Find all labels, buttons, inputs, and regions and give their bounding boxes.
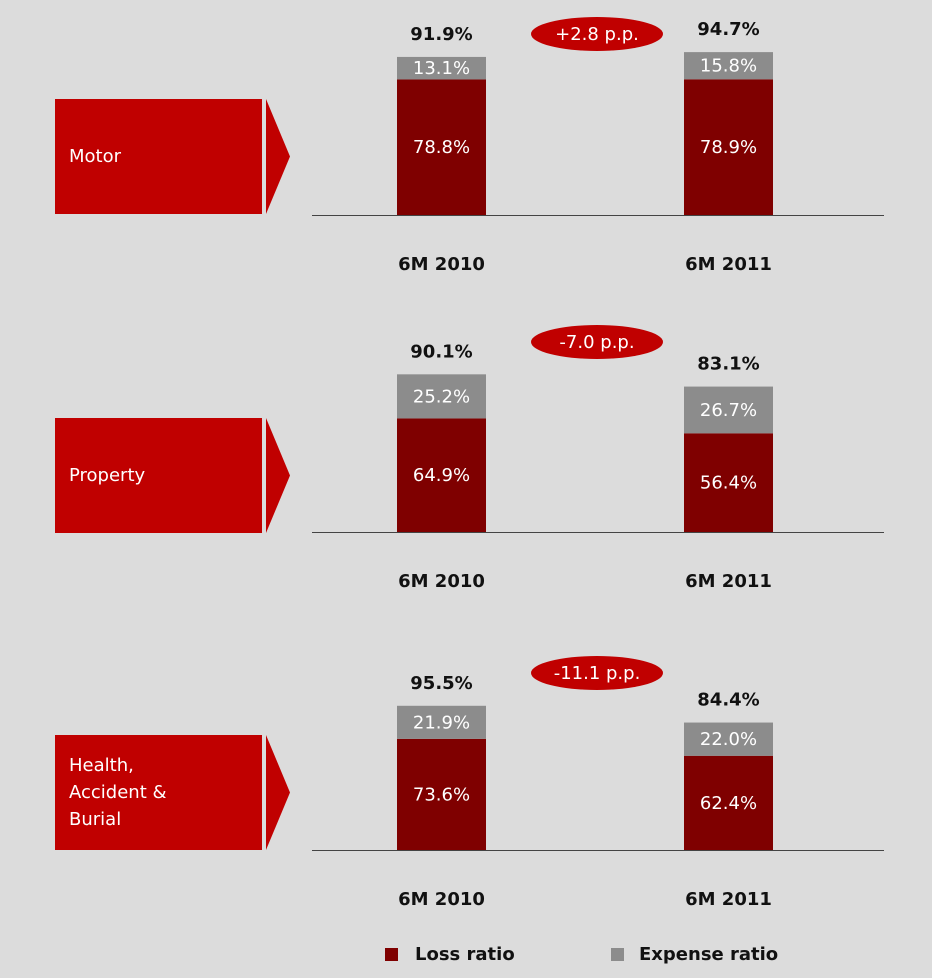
bar-segment — [684, 433, 773, 532]
value-label: 22.0% — [700, 729, 757, 750]
panel-title: Property — [69, 465, 146, 486]
legend-label: Loss ratio — [415, 944, 515, 965]
value-label: 15.8% — [700, 56, 757, 77]
legend-swatch — [611, 948, 624, 961]
annotation-badge — [531, 17, 663, 51]
value-label: 25.2% — [413, 386, 470, 407]
bar-segment — [684, 722, 773, 756]
value-label: 13.1% — [413, 58, 470, 79]
bar-segment — [397, 738, 486, 850]
total-label: 95.5% — [410, 673, 472, 694]
bar-segment — [684, 386, 773, 434]
title-arrow — [266, 99, 290, 214]
value-label: 64.9% — [413, 465, 470, 486]
annotation: -7.0 p.p. — [559, 332, 634, 353]
annotation-badge — [531, 325, 663, 359]
x-tick-label: 6M 2010 — [398, 889, 485, 910]
bar-segment — [684, 52, 773, 80]
x-tick-label: 6M 2011 — [685, 571, 772, 592]
title-box — [55, 735, 262, 850]
bar-segment — [397, 79, 486, 216]
bar-segment — [397, 374, 486, 419]
value-label: 56.4% — [700, 473, 757, 494]
bar-segment — [684, 79, 773, 216]
value-label: 26.7% — [700, 400, 757, 421]
annotation-badge — [531, 656, 663, 690]
x-tick-label: 6M 2011 — [685, 254, 772, 275]
value-label: 62.4% — [700, 793, 757, 814]
total-label: 91.9% — [410, 24, 472, 45]
x-tick-label: 6M 2010 — [398, 254, 485, 275]
value-label: 78.9% — [700, 137, 757, 158]
bar-segment — [684, 755, 773, 850]
bar-segment — [397, 56, 486, 80]
total-label: 90.1% — [410, 341, 472, 362]
value-label: 78.8% — [413, 137, 470, 158]
title-box — [55, 99, 262, 214]
title-arrow — [266, 735, 290, 850]
bar-segment — [397, 705, 486, 739]
value-label: 73.6% — [413, 784, 470, 805]
legend-swatch — [385, 948, 398, 961]
bar-segment — [397, 418, 486, 532]
x-tick-label: 6M 2010 — [398, 571, 485, 592]
total-label: 83.1% — [697, 354, 759, 375]
panel-title: Health, Accident & Burial — [69, 755, 167, 830]
total-label: 94.7% — [697, 19, 759, 40]
total-label: 84.4% — [697, 690, 759, 711]
annotation: +2.8 p.p. — [555, 24, 639, 45]
value-label: 21.9% — [413, 712, 470, 733]
x-tick-label: 6M 2011 — [685, 889, 772, 910]
title-arrow — [266, 418, 290, 533]
legend-label: Expense ratio — [639, 944, 778, 965]
panel-title: Motor — [69, 146, 122, 167]
title-box — [55, 418, 262, 533]
annotation: -11.1 p.p. — [554, 663, 641, 684]
